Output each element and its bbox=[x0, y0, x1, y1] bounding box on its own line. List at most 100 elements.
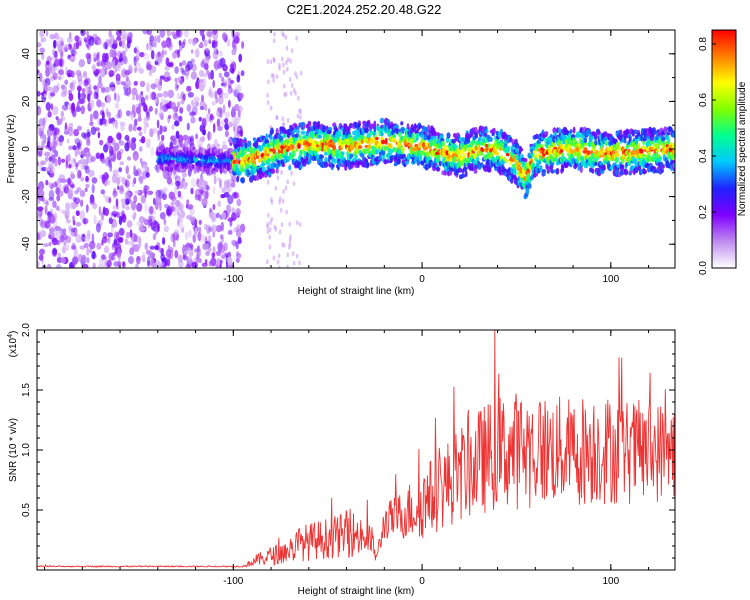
noise-blob bbox=[166, 258, 171, 267]
noise-blob bbox=[215, 111, 220, 116]
signal-blob bbox=[364, 128, 369, 134]
noise-blob bbox=[282, 122, 285, 128]
noise-blob bbox=[202, 129, 206, 136]
noise-blob bbox=[111, 210, 118, 217]
noise-blob bbox=[181, 69, 186, 76]
noise-blob bbox=[68, 187, 74, 194]
noise-blob bbox=[159, 107, 164, 117]
signal-blob bbox=[474, 133, 479, 139]
noise-blob bbox=[76, 85, 82, 92]
noise-blob bbox=[290, 83, 294, 88]
signal-blob bbox=[317, 134, 323, 139]
noise-blob bbox=[173, 229, 180, 236]
noise-blob bbox=[159, 77, 163, 86]
noise-blob bbox=[125, 110, 131, 117]
signal-peak bbox=[606, 147, 611, 151]
noise-blob bbox=[79, 210, 86, 221]
noise-blob bbox=[289, 90, 293, 96]
noise-blob bbox=[282, 32, 286, 38]
noise-blob bbox=[114, 119, 118, 129]
signal-blob bbox=[451, 138, 457, 144]
signal-blob bbox=[299, 150, 303, 156]
signal-blob bbox=[328, 127, 333, 131]
signal-blob bbox=[539, 165, 543, 173]
signal-blob bbox=[290, 144, 295, 150]
signal-blob bbox=[658, 155, 662, 161]
noise-blob bbox=[84, 187, 88, 192]
signal-blob bbox=[357, 122, 361, 128]
noise-blob bbox=[224, 111, 231, 119]
noise-blob bbox=[100, 85, 106, 95]
noise-blob bbox=[53, 212, 58, 222]
noise-blob bbox=[101, 254, 106, 261]
noise-blob bbox=[163, 90, 169, 98]
signal-blob bbox=[614, 156, 619, 164]
noise-blob bbox=[149, 215, 155, 223]
noise-blob bbox=[68, 163, 72, 169]
noise-blob bbox=[73, 248, 78, 258]
noise-blob bbox=[103, 144, 109, 153]
signal-blob bbox=[644, 128, 649, 133]
noise-blob bbox=[57, 36, 64, 45]
signal-blob bbox=[261, 166, 266, 173]
noise-blob bbox=[98, 39, 103, 45]
noise-blob bbox=[210, 113, 214, 118]
signal-blob bbox=[281, 162, 285, 168]
noise-blob bbox=[141, 96, 146, 106]
noise-blob bbox=[131, 214, 136, 219]
noise-blob bbox=[70, 227, 76, 233]
noise-blob bbox=[180, 67, 185, 73]
signal-blob bbox=[256, 150, 261, 157]
noise-blob bbox=[194, 218, 197, 228]
noise-blob bbox=[290, 170, 293, 176]
signal-blob bbox=[296, 125, 300, 130]
noise-blob bbox=[134, 190, 140, 195]
signal-blob bbox=[453, 155, 457, 163]
noise-blob bbox=[186, 104, 192, 112]
noise-blob bbox=[148, 70, 153, 76]
noise-blob bbox=[62, 104, 68, 111]
noise-blob bbox=[56, 194, 61, 202]
noise-blob bbox=[83, 165, 88, 170]
noise-blob bbox=[117, 95, 121, 102]
noise-blob bbox=[133, 234, 138, 243]
noise-blob bbox=[157, 223, 160, 233]
noise-blob bbox=[45, 114, 48, 123]
noise-blob bbox=[109, 38, 113, 49]
signal-blob bbox=[418, 156, 423, 162]
noise-blob bbox=[57, 43, 62, 53]
noise-blob bbox=[74, 148, 78, 158]
signal-blob bbox=[472, 140, 475, 146]
noise-blob bbox=[53, 127, 60, 136]
noise-blob bbox=[71, 231, 74, 237]
noise-blob bbox=[212, 123, 216, 133]
colorbar-label: Normalized spectral amplitude bbox=[737, 81, 748, 216]
noise-blob bbox=[91, 177, 98, 184]
noise-blob bbox=[49, 56, 56, 61]
noise-blob bbox=[178, 40, 182, 46]
noise-blob bbox=[67, 153, 71, 161]
signal-blob bbox=[235, 159, 239, 164]
noise-blob bbox=[118, 140, 125, 146]
noise-blob bbox=[112, 193, 117, 199]
noise-blob bbox=[165, 249, 171, 258]
noise-blob bbox=[273, 58, 276, 64]
noise-blob bbox=[96, 99, 102, 108]
noise-blob bbox=[149, 245, 155, 250]
noise-blob bbox=[52, 72, 58, 80]
noise-blob bbox=[179, 141, 183, 148]
signal-blob bbox=[666, 131, 671, 136]
noise-blob bbox=[286, 117, 290, 123]
noise-blob bbox=[219, 57, 226, 68]
noise-blob bbox=[39, 30, 45, 38]
noise-blob bbox=[50, 224, 56, 230]
noise-blob bbox=[50, 208, 54, 215]
noise-blob bbox=[138, 176, 142, 182]
signal-blob bbox=[232, 137, 236, 143]
noise-blob bbox=[143, 185, 150, 191]
noise-blob bbox=[52, 105, 59, 116]
noise-blob bbox=[89, 198, 96, 206]
noise-blob bbox=[39, 47, 45, 53]
noise-blob bbox=[62, 105, 69, 112]
signal-blob bbox=[333, 158, 337, 164]
